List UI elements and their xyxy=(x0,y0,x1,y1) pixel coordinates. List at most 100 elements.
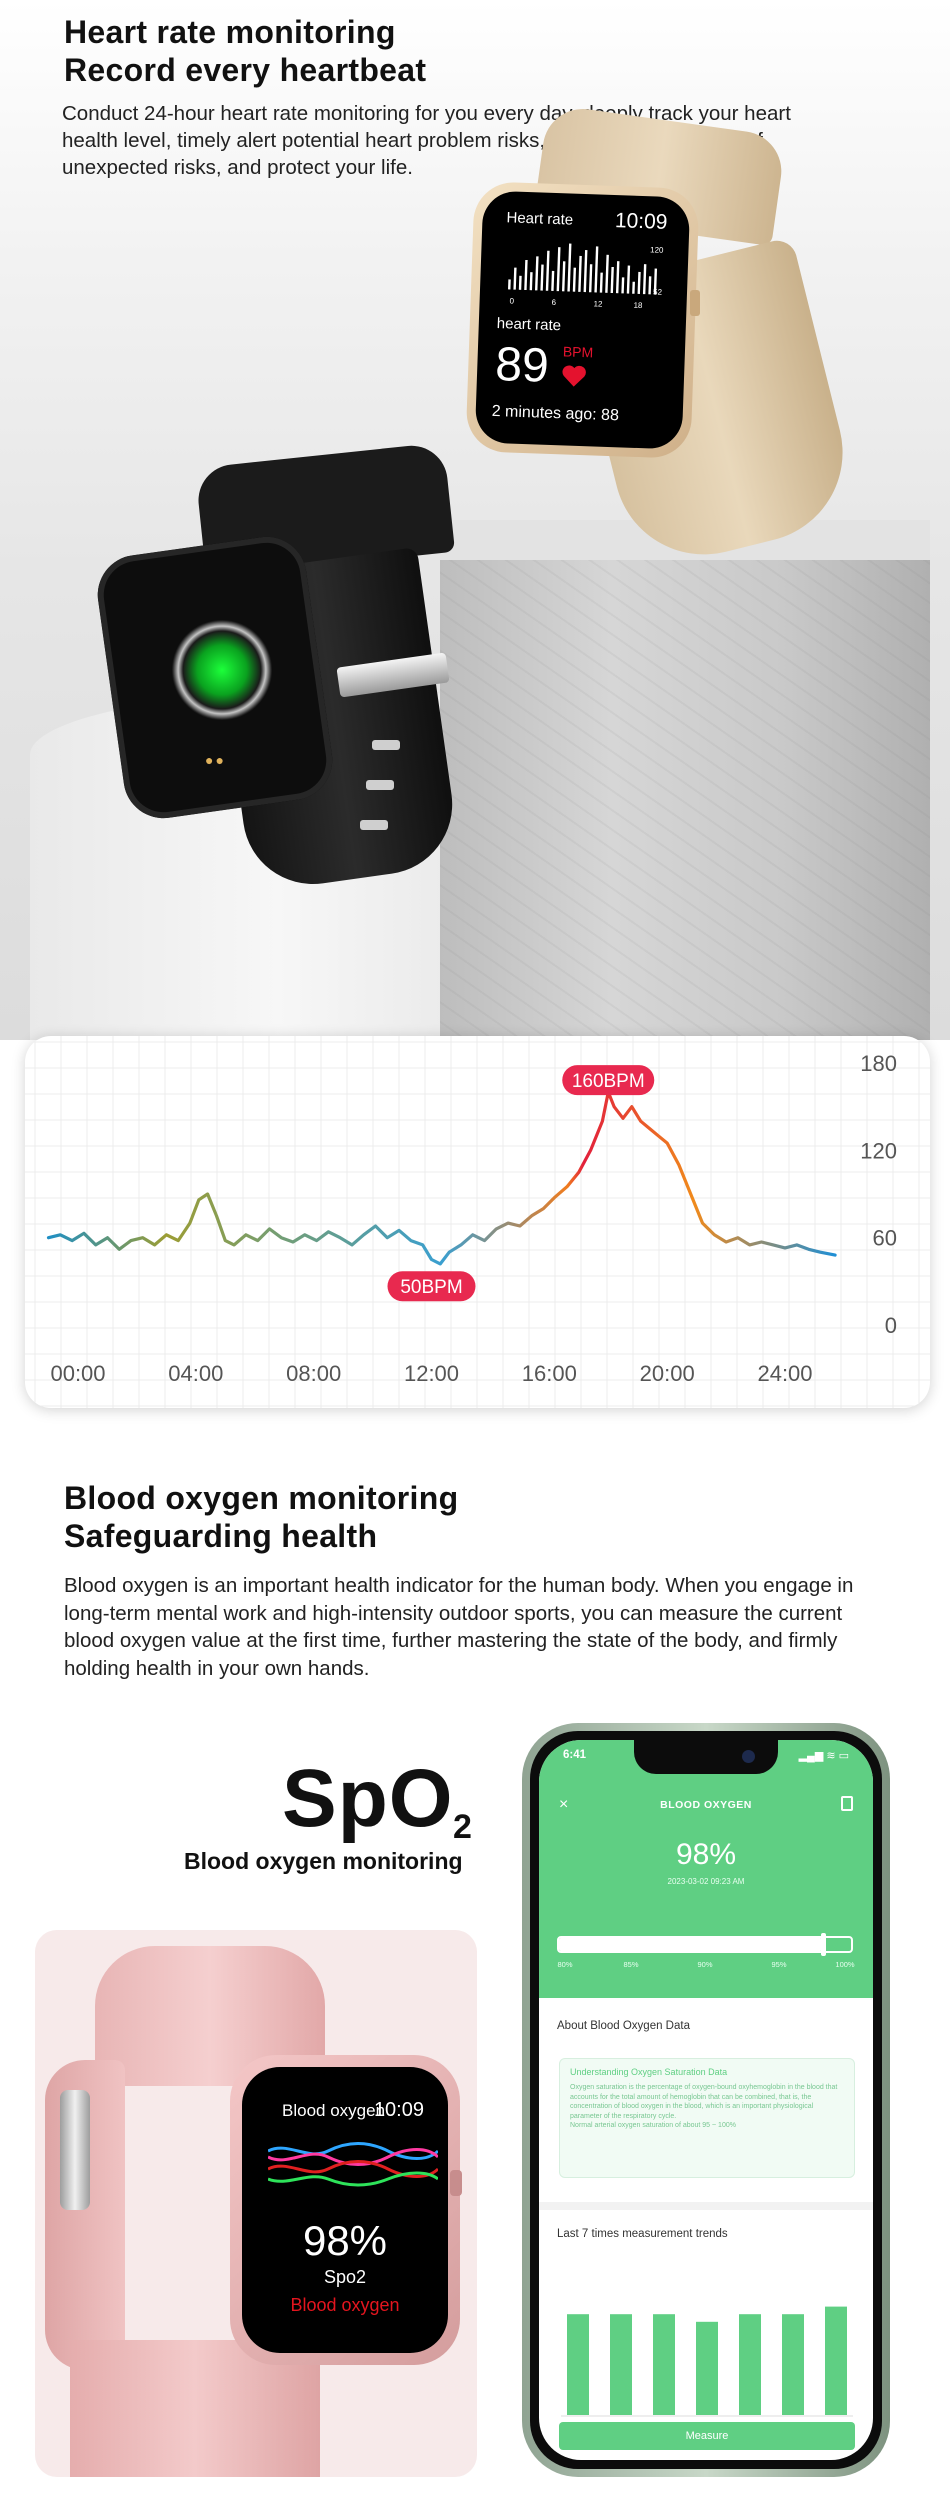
mini-graph-bar xyxy=(572,267,577,292)
mini-graph-bar xyxy=(621,277,625,294)
heart-rate-24h-chart: 180 120 60 0 00:00 04:00 08:00 12:00 16:00 20:00… xyxy=(25,1036,930,1408)
annotation-label: 50BPM xyxy=(400,1277,462,1298)
saturation-scale-label: 85% xyxy=(623,1960,639,1969)
trend-bar xyxy=(653,2314,675,2415)
mini-graph-bar xyxy=(626,265,631,294)
mini-graph-bar xyxy=(524,259,528,291)
heart-rate-chart-card: 180 120 60 0 00:00 04:00 08:00 12:00 16:00 20:00… xyxy=(25,1036,930,1408)
close-icon[interactable]: × xyxy=(559,1796,569,1813)
trend-bar xyxy=(739,2314,761,2415)
gold-watch: Heart rate 10:09 120 52 0 6 12 18 heart … xyxy=(465,181,700,459)
smartphone: 6:41 ▂▄▆ ≋ ▭ × BLOOD OXYGEN 98% 2023-03-… xyxy=(522,1723,890,2477)
stone-pillar xyxy=(440,535,930,1040)
spo-title-line2: Safeguarding health xyxy=(64,1518,378,1554)
heart-rate-hero: Heart rate monitoring Record every heart… xyxy=(0,0,950,1040)
heart-rate-history: 2 minutes ago: 88 xyxy=(491,402,620,425)
document-icon[interactable] xyxy=(841,1796,853,1811)
pink-watch-screen: Blood oxygen 10:09 98% Spo2 Blood oxygen xyxy=(242,2067,448,2353)
gold-watch-screen: Heart rate 10:09 120 52 0 6 12 18 heart … xyxy=(474,190,691,450)
status-bar-icons: ▂▄▆ ≋ ▭ xyxy=(798,1750,849,1762)
heart-rate-app-label: Heart rate xyxy=(506,209,574,229)
x-tick-label: 16:00 xyxy=(522,1361,577,1386)
spo-description: Blood oxygen is an important health indi… xyxy=(64,1574,854,1680)
mini-graph-bar xyxy=(508,279,511,290)
saturation-scale: 80% 85% 90% 95% 100% xyxy=(557,1960,857,1972)
measurement-date: 2023-03-02 09:23 AM xyxy=(667,1877,745,1886)
mini-graph-bar xyxy=(653,268,658,295)
section-divider xyxy=(539,2202,873,2210)
annotation-pill xyxy=(387,1271,476,1302)
x-tick-label: 12:00 xyxy=(404,1361,459,1386)
heart-rate-sensor xyxy=(172,620,272,720)
mini-graph-bar xyxy=(605,254,609,293)
camera-icon xyxy=(742,1750,755,1763)
blood-oxygen-app-label: Blood oxygen xyxy=(282,2101,386,2120)
mini-graph-bar xyxy=(615,261,620,294)
info-body: Oxygen saturation is the percentage of o… xyxy=(570,2084,838,2120)
x-tick-label: 20:00 xyxy=(640,1361,695,1386)
mini-graph-bar xyxy=(551,270,555,291)
mini-graph-bar xyxy=(561,261,566,292)
mini-graph-axis-6: 6 xyxy=(551,298,556,307)
saturation-scale-label: 90% xyxy=(697,1960,713,1969)
mini-graph-bar xyxy=(540,264,544,291)
trend-bar xyxy=(610,2314,632,2415)
hero-title-line1: Heart rate monitoring xyxy=(64,14,396,50)
mini-graph-bar xyxy=(556,247,561,292)
mini-graph-bar xyxy=(535,256,539,291)
mini-graph-bar xyxy=(610,266,614,294)
spo2-logo-subscript: 2 xyxy=(453,1808,472,1846)
watch-time: 10:09 xyxy=(614,209,668,234)
mini-graph-bar xyxy=(648,276,652,295)
phone-screen: 6:41 ▂▄▆ ≋ ▭ × BLOOD OXYGEN 98% 2023-03-… xyxy=(539,1740,873,2460)
saturation-scale-label: 100% xyxy=(835,1960,855,1969)
chart-annotations: 160BPM 50BPM xyxy=(387,1065,655,1302)
mini-graph-bar xyxy=(637,271,641,294)
mini-graph-bar xyxy=(529,272,533,291)
pink-watch-buckle xyxy=(60,2090,90,2210)
trend-bar-chart: 98%98%98%97%98%98%99% xyxy=(561,2306,853,2431)
saturation-scale-label: 95% xyxy=(771,1960,787,1969)
x-tick-label: 08:00 xyxy=(286,1361,341,1386)
chart-grid xyxy=(25,1036,930,1408)
phone-bezel: 6:41 ▂▄▆ ≋ ▭ × BLOOD OXYGEN 98% 2023-03-… xyxy=(530,1731,882,2469)
x-tick-label: 24:00 xyxy=(757,1361,812,1386)
blood-oxygen-header xyxy=(539,1740,873,1998)
info-title: Understanding Oxygen Saturation Data xyxy=(570,2067,728,2077)
saturation-level-bar xyxy=(557,1936,853,1953)
info-note: Normal arterial oxygen saturation of abo… xyxy=(570,2122,736,2129)
hero-title-line2: Record every heartbeat xyxy=(64,52,427,88)
y-tick-label: 180 xyxy=(860,1051,897,1076)
mini-graph-bar xyxy=(632,281,635,294)
trend-bar xyxy=(782,2314,804,2415)
mini-graph-bar xyxy=(545,250,550,291)
spo2-label: Spo2 xyxy=(323,2267,367,2287)
mini-graph-axis-12: 12 xyxy=(593,299,603,308)
mini-graph-top-label: 120 xyxy=(650,245,664,254)
mini-graph-bar xyxy=(599,272,603,293)
trend-heading: Last 7 times measurement trends xyxy=(557,2228,728,2240)
heart-rate-mini-graph: 120 52 0 6 12 18 xyxy=(508,243,664,310)
blood-oxygen-value: 98% xyxy=(302,2217,388,2264)
oxygen-wave-graphic xyxy=(268,2142,438,2187)
trend-bar xyxy=(825,2306,847,2415)
screen-title: BLOOD OXYGEN xyxy=(660,1799,752,1811)
y-tick-label: 120 xyxy=(860,1138,897,1163)
heart-rate-value: 89 xyxy=(494,338,550,393)
heart-rate-unit: BPM xyxy=(562,343,594,361)
measure-button[interactable]: Measure xyxy=(559,2422,855,2450)
about-data-heading: About Blood Oxygen Data xyxy=(557,2020,690,2032)
spo2-logo-text: SpO xyxy=(282,1753,454,1844)
saturation-level-fill xyxy=(559,1938,822,1951)
mini-graph-bar xyxy=(594,246,599,293)
y-tick-label: 60 xyxy=(873,1226,897,1251)
pink-watch-crown xyxy=(450,2170,462,2196)
hero-description: Conduct 24-hour heart rate monitoring fo… xyxy=(62,102,791,179)
trend-bar xyxy=(696,2321,718,2415)
strap-hole xyxy=(366,780,394,790)
mini-graph-bar xyxy=(588,264,593,293)
mini-graph-bar xyxy=(513,267,517,290)
stone-texture xyxy=(440,540,930,1040)
gold-watch-crown xyxy=(690,290,700,316)
y-tick-label: 0 xyxy=(885,1313,897,1338)
